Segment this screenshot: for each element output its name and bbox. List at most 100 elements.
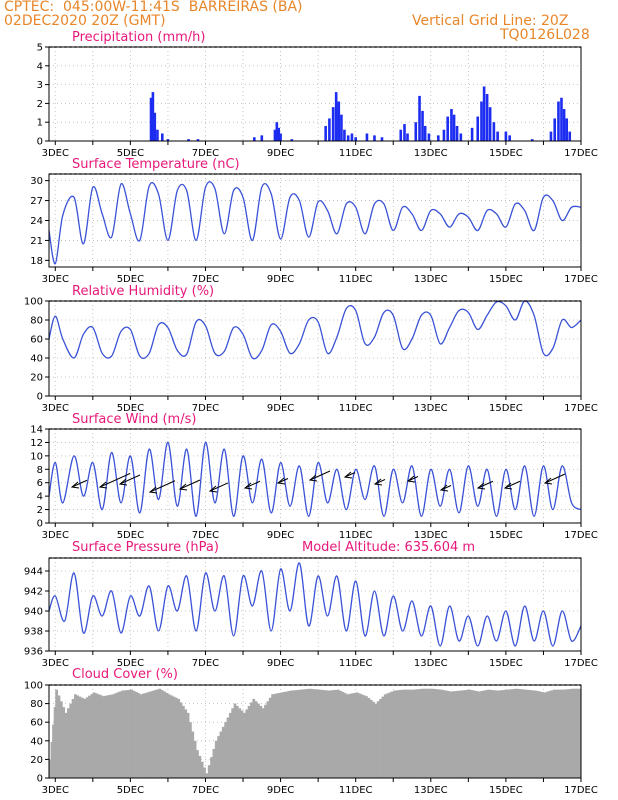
cloud-bar [88, 695, 91, 778]
cloud-bar [480, 691, 483, 778]
cloud-bar [433, 688, 436, 778]
precip-bar [565, 118, 569, 141]
cloud-bar [203, 767, 206, 778]
cloud-bar [116, 692, 120, 778]
y-tick-label: 0 [37, 137, 43, 148]
cloud-bar [200, 761, 204, 778]
cloud-bar [332, 690, 335, 778]
precip-bar [562, 109, 566, 141]
y-tick-label: 80 [30, 316, 43, 327]
cloud-bar [240, 710, 244, 778]
cloud-bar [297, 689, 300, 778]
cloud-bar [336, 689, 340, 778]
cloud-bar [228, 712, 232, 778]
cloud-bar [381, 696, 385, 778]
cloud-bar [165, 692, 169, 778]
cloud-bar [318, 689, 321, 778]
precip-bar [560, 97, 563, 141]
cloud-bar [292, 690, 296, 778]
precip-bar [568, 131, 572, 141]
cloud-bar [508, 689, 511, 778]
cloud-bar [104, 695, 108, 778]
cloud-bar [50, 741, 54, 778]
cloud-bar [447, 691, 450, 778]
cloud-bar [287, 691, 291, 778]
cloud-bar [358, 693, 361, 778]
cloud-bar [327, 690, 331, 778]
cloud-bar [153, 690, 157, 778]
cloud-bar [430, 688, 434, 778]
cloud-bar [135, 691, 138, 778]
x-tick-label: 9DEC [267, 148, 294, 159]
cloud-bar [90, 694, 94, 778]
cloud-bar [444, 690, 448, 778]
wind-arrow-head [243, 482, 253, 490]
cloud-bar [118, 691, 122, 778]
y-tick-label: 940 [24, 607, 43, 618]
precip-bar [496, 131, 499, 141]
cloud-bar [562, 689, 565, 778]
precip-bar [365, 133, 369, 141]
cloud-bar [106, 695, 110, 778]
x-tick-label: 13DEC [414, 785, 448, 796]
cloud-bar [573, 688, 577, 778]
precip-bar [277, 127, 281, 141]
precip-bar [406, 133, 409, 141]
cloud-bar [113, 693, 117, 778]
y-tick-label: 80 [30, 699, 43, 710]
cloud-bar [409, 689, 413, 778]
cloud-bar [137, 693, 141, 778]
cloud-bar [393, 690, 396, 778]
cloud-bar [564, 689, 568, 778]
cloud-bar [111, 694, 115, 778]
x-tick-label: 9DEC [267, 274, 294, 285]
precip-bar [399, 129, 403, 141]
cloud-bar [468, 689, 472, 778]
y-tick-label: 27 [30, 196, 43, 207]
cloud-bar [95, 693, 98, 778]
y-tick-label: 24 [30, 216, 43, 227]
cloud-bar [179, 702, 183, 778]
y-tick-label: 4 [37, 61, 43, 72]
panel-title: Relative Humidity (%) [72, 284, 214, 299]
cloud-bar [184, 709, 188, 778]
precip-bar [153, 112, 157, 141]
cloud-bar [275, 693, 279, 778]
cloud-bar [177, 698, 181, 778]
cloud-bar [149, 691, 152, 778]
x-tick-label: 7DEC [192, 403, 219, 414]
cloud-bar [536, 691, 540, 778]
wind-arrow [209, 482, 229, 492]
panel-frame [48, 300, 582, 397]
cloud-bar [301, 689, 305, 778]
cloud-bar [214, 740, 218, 778]
cloud-bar [247, 705, 251, 778]
cloud-bar [362, 695, 366, 778]
cloud-bar [285, 691, 289, 778]
cloud-bar [519, 689, 523, 778]
precip-bar [450, 109, 453, 141]
cloud-bar [541, 691, 544, 778]
cloud-bar [245, 709, 249, 778]
precip-bar [340, 114, 343, 141]
panel-title: Surface Temperature (nC) [72, 157, 240, 172]
cloud-bar [482, 690, 486, 778]
cloud-bar [123, 690, 127, 778]
cloud-bar [372, 701, 375, 778]
cloud-bar [57, 695, 61, 778]
precip-bar [482, 86, 486, 141]
cloud-bar [128, 689, 131, 778]
cloud-bar [487, 689, 490, 778]
cloud-bar [193, 740, 197, 778]
cloud-bar [97, 694, 101, 778]
cloud-bar [538, 691, 542, 778]
x-tick-label: 3DEC [42, 785, 69, 796]
cloud-bar [198, 755, 202, 778]
cloud-bar [496, 690, 500, 778]
precip-bar [452, 114, 456, 141]
precip-bar [455, 125, 459, 141]
cloud-bar [254, 701, 258, 778]
cloud-bar [494, 690, 497, 778]
wind-arrow [544, 473, 566, 484]
